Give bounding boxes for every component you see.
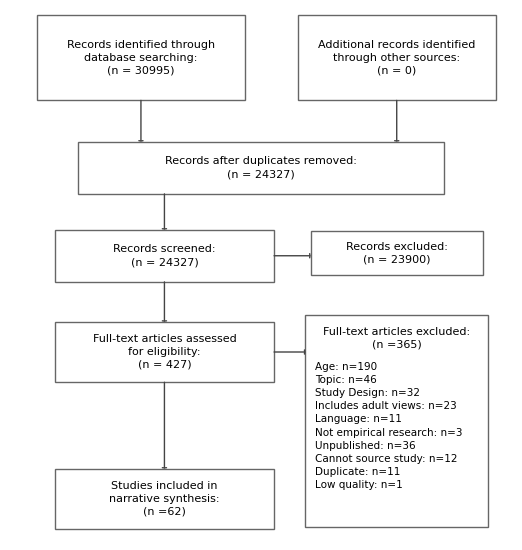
- Bar: [55, 230, 274, 282]
- Text: Additional records identified
through other sources:
(n = 0): Additional records identified through ot…: [318, 40, 476, 75]
- Bar: [298, 15, 496, 100]
- Text: Full-text articles assessed
for eligibility:
(n = 427): Full-text articles assessed for eligibil…: [92, 334, 236, 370]
- Text: Records identified through
database searching:
(n = 30995): Records identified through database sear…: [67, 40, 215, 75]
- Bar: [37, 15, 245, 100]
- Text: Age: n=190
Topic: n=46
Study Design: n=32
Includes adult views: n=23
Language: n: Age: n=190 Topic: n=46 Study Design: n=3…: [315, 362, 462, 491]
- Text: Records screened:
(n = 24327): Records screened: (n = 24327): [113, 244, 216, 267]
- Bar: [78, 141, 444, 194]
- Text: Studies included in
narrative synthesis:
(n =62): Studies included in narrative synthesis:…: [109, 481, 220, 516]
- Text: Records excluded:
(n = 23900): Records excluded: (n = 23900): [346, 241, 448, 265]
- Text: Records after duplicates removed:
(n = 24327): Records after duplicates removed: (n = 2…: [165, 156, 357, 179]
- Bar: [305, 315, 488, 527]
- Text: Full-text articles excluded:
(n =365): Full-text articles excluded: (n =365): [323, 327, 470, 350]
- Bar: [311, 231, 483, 275]
- Bar: [55, 322, 274, 382]
- Bar: [55, 469, 274, 529]
